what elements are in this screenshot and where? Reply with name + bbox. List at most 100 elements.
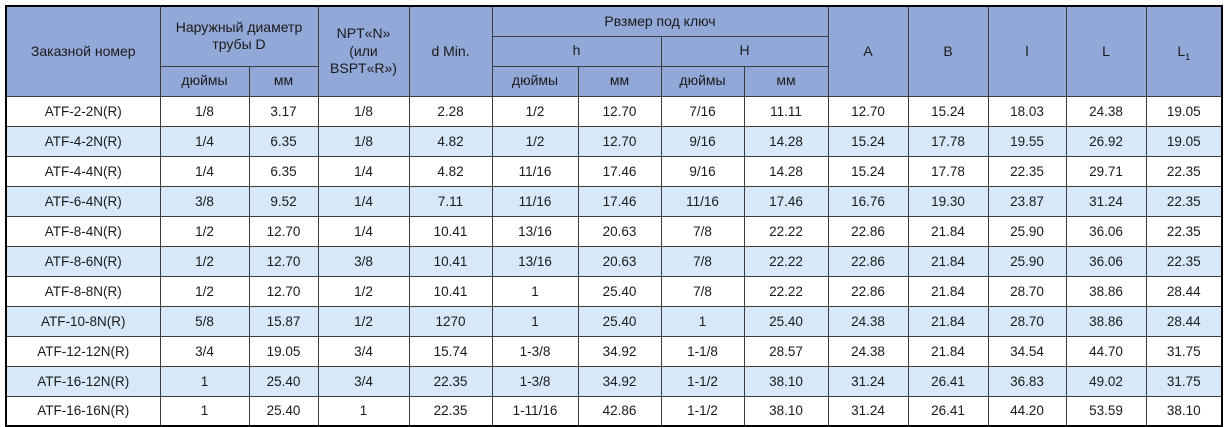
header-h-mm: мм (577, 65, 662, 97)
value-cell: 12.70 (577, 95, 662, 127)
value-cell: 13/16 (491, 245, 579, 277)
value-cell: 34.54 (987, 335, 1067, 367)
value-cell: 1/4 (317, 155, 410, 187)
value-cell: 10.41 (408, 215, 493, 247)
value-cell: 26.41 (907, 365, 989, 397)
value-cell: 22.86 (827, 275, 909, 307)
value-cell: 7/8 (660, 215, 745, 247)
value-cell: 1/8 (317, 125, 410, 157)
table-row: ATF-16-12N(R) 1 25.40 3/4 22.35 1-3/8 34.92 1-1… (5, 365, 1223, 397)
value-cell: 5/8 (159, 305, 250, 337)
order-number-cell: ATF-8-6N(R) (5, 245, 161, 277)
fittings-dimensions-table: Заказной номер Наружный диаметр трубы D … (5, 5, 1224, 427)
value-cell: 9/16 (660, 155, 745, 187)
value-cell: 22.35 (1145, 185, 1223, 217)
table-row: ATF-4-2N(R) 1/4 6.35 1/8 4.82 1/2 12.70 9/16 14.… (5, 125, 1223, 157)
value-cell: 6.35 (248, 125, 319, 157)
value-cell: 1 (159, 395, 250, 427)
value-cell: 15.24 (827, 125, 909, 157)
value-cell: 38.10 (743, 365, 829, 397)
value-cell: 36.06 (1065, 245, 1147, 277)
value-cell: 1/8 (159, 95, 250, 127)
header-col-l: l (987, 5, 1067, 97)
value-cell: 1/4 (317, 215, 410, 247)
order-number-cell: ATF-6-4N(R) (5, 185, 161, 217)
value-cell: 19.05 (248, 335, 319, 367)
value-cell: 22.35 (987, 155, 1067, 187)
value-cell: 38.86 (1065, 275, 1147, 307)
value-cell: 11.11 (743, 95, 829, 127)
value-cell: 22.35 (408, 365, 493, 397)
value-cell: 1/2 (159, 245, 250, 277)
value-cell: 3/4 (317, 365, 410, 397)
value-cell: 18.03 (987, 95, 1067, 127)
value-cell: 21.84 (907, 305, 989, 337)
value-cell: 31.24 (1065, 185, 1147, 217)
value-cell: 44.20 (987, 395, 1067, 427)
order-number-cell: ATF-16-16N(R) (5, 395, 161, 427)
value-cell: 1/2 (159, 215, 250, 247)
value-cell: 9/16 (660, 125, 745, 157)
value-cell: 24.38 (827, 335, 909, 367)
header-col-B: B (907, 5, 989, 97)
order-number-cell: ATF-4-2N(R) (5, 125, 161, 157)
value-cell: 25.40 (577, 275, 662, 307)
value-cell: 17.46 (743, 185, 829, 217)
order-number-cell: ATF-2-2N(R) (5, 95, 161, 127)
header-H: H (660, 35, 829, 67)
value-cell: 17.46 (577, 185, 662, 217)
value-cell: 1-1/8 (660, 335, 745, 367)
table-row: ATF-10-8N(R) 5/8 15.87 1/2 1270 1 25.40 1 25.40 2… (5, 305, 1223, 337)
value-cell: 28.44 (1145, 305, 1223, 337)
value-cell: 21.84 (907, 245, 989, 277)
value-cell: 24.38 (1065, 95, 1147, 127)
value-cell: 1 (660, 305, 745, 337)
table-row: ATF-8-8N(R) 1/2 12.70 1/2 10.41 1 25.40 7/8 22.2… (5, 275, 1223, 307)
header-col-L: L (1065, 5, 1147, 97)
header-col-L1-main: L (1177, 42, 1186, 59)
value-cell: 31.75 (1145, 365, 1223, 397)
order-number-cell: ATF-4-4N(R) (5, 155, 161, 187)
value-cell: 34.92 (577, 365, 662, 397)
value-cell: 19.55 (987, 125, 1067, 157)
value-cell: 4.82 (408, 155, 493, 187)
value-cell: 1 (491, 275, 579, 307)
value-cell: 28.57 (743, 335, 829, 367)
value-cell: 22.22 (743, 275, 829, 307)
table-row: ATF-16-16N(R) 1 25.40 1 22.35 1-11/16 42.86 1-1… (5, 395, 1223, 427)
value-cell: 28.70 (987, 275, 1067, 307)
value-cell: 3/4 (317, 335, 410, 367)
value-cell: 17.46 (577, 155, 662, 187)
value-cell: 24.38 (827, 305, 909, 337)
header-col-A: A (827, 5, 909, 97)
value-cell: 22.35 (1145, 155, 1223, 187)
value-cell: 38.10 (1145, 395, 1223, 427)
value-cell: 29.71 (1065, 155, 1147, 187)
value-cell: 25.40 (743, 305, 829, 337)
value-cell: 22.35 (408, 395, 493, 427)
value-cell: 1270 (408, 305, 493, 337)
value-cell: 10.41 (408, 245, 493, 277)
table-row: ATF-8-4N(R) 1/2 12.70 1/4 10.41 13/16 20.63 7/8… (5, 215, 1223, 247)
value-cell: 28.70 (987, 305, 1067, 337)
value-cell: 25.90 (987, 215, 1067, 247)
value-cell: 1/4 (317, 185, 410, 217)
value-cell: 53.59 (1065, 395, 1147, 427)
header-col-L1-subscript: 1 (1185, 51, 1191, 62)
value-cell: 22.86 (827, 215, 909, 247)
value-cell: 20.63 (577, 245, 662, 277)
header-diameter-inches: дюймы (159, 65, 250, 97)
order-number-cell: ATF-12-12N(R) (5, 335, 161, 367)
value-cell: 19.30 (907, 185, 989, 217)
value-cell: 44.70 (1065, 335, 1147, 367)
table-body: ATF-2-2N(R) 1/8 3.17 1/8 2.28 1/2 12.70 7/16 11.… (5, 95, 1223, 427)
order-number-cell: ATF-8-4N(R) (5, 215, 161, 247)
value-cell: 36.83 (987, 365, 1067, 397)
value-cell: 15.87 (248, 305, 319, 337)
value-cell: 13/16 (491, 215, 579, 247)
value-cell: 23.87 (987, 185, 1067, 217)
value-cell: 21.84 (907, 335, 989, 367)
value-cell: 25.40 (248, 395, 319, 427)
value-cell: 22.35 (1145, 215, 1223, 247)
value-cell: 25.90 (987, 245, 1067, 277)
